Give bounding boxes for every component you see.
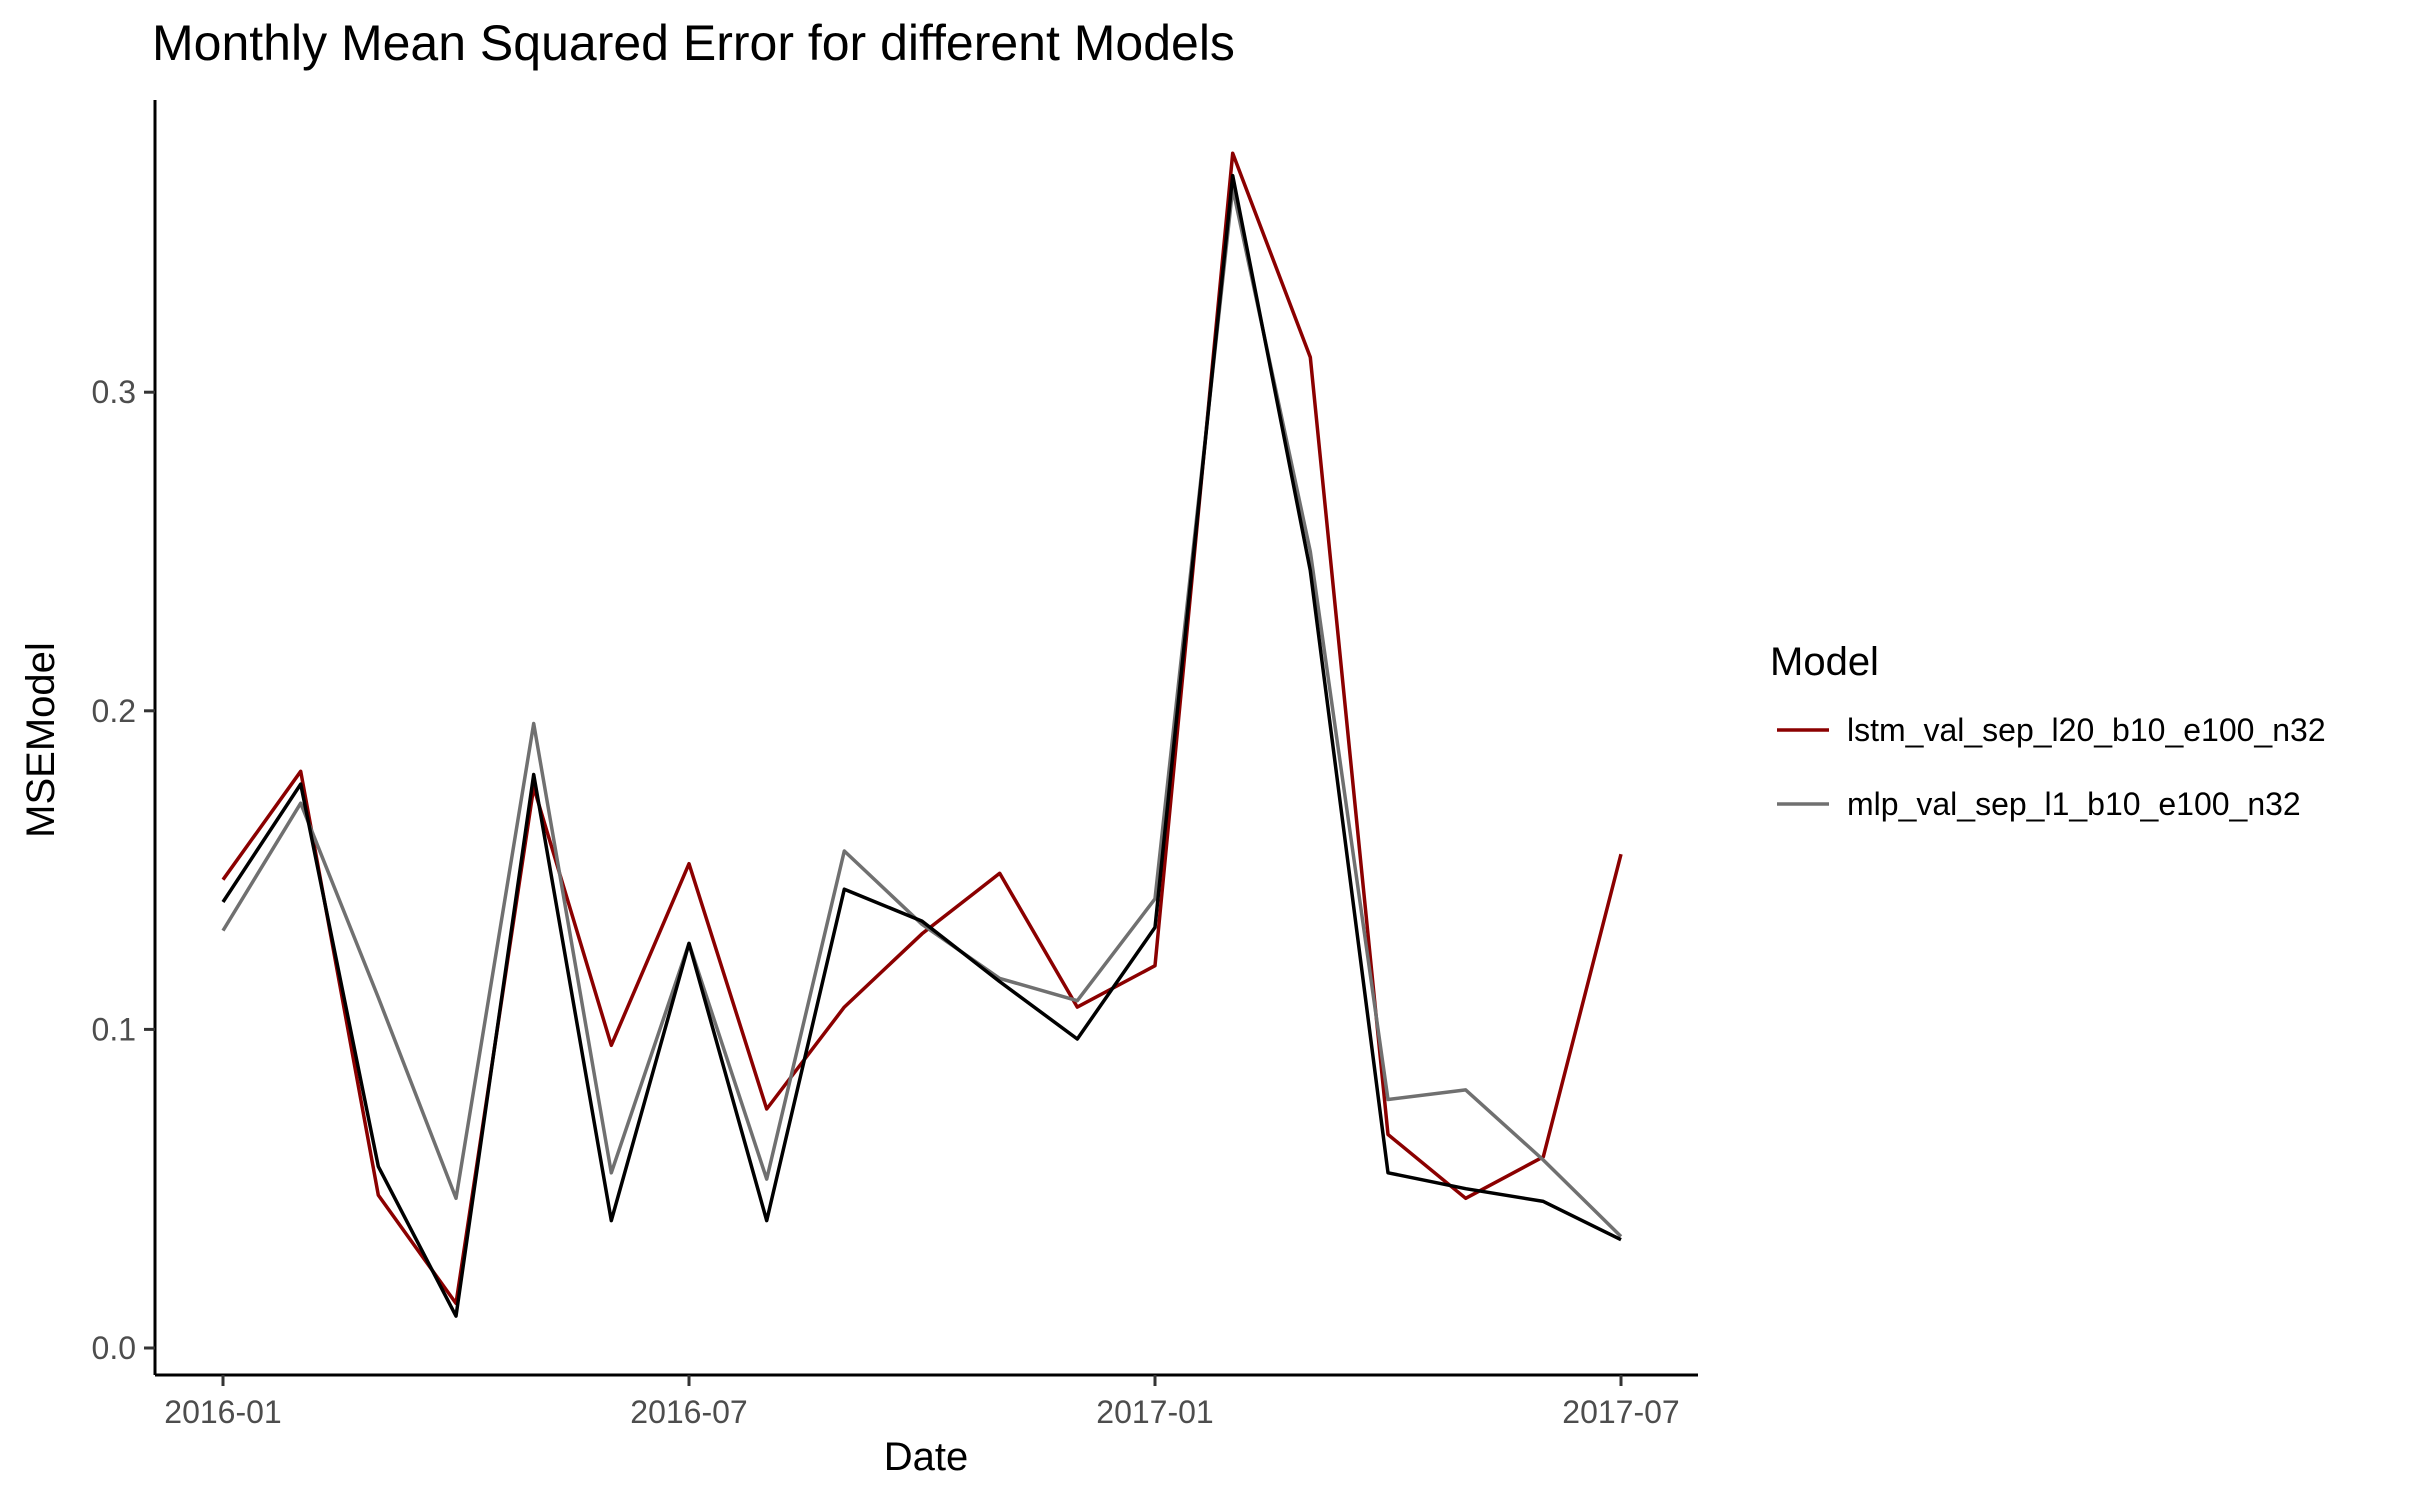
x-tick-label: 2016-01 xyxy=(164,1394,281,1430)
y-tick-label: 0.3 xyxy=(92,374,136,410)
x-ticks: 2016-01 2016-07 2017-01 2017-07 xyxy=(164,1375,1680,1430)
legend: Model lstm_val_sep_l20_b10_e100_n32 mlp_v… xyxy=(1770,640,2326,822)
y-tick-label: 0.1 xyxy=(92,1011,136,1047)
x-axis-title: Date xyxy=(884,1435,969,1479)
series-line-2 xyxy=(221,173,1622,1318)
legend-items: lstm_val_sep_l20_b10_e100_n32 mlp_val_sep… xyxy=(1777,712,2326,822)
y-tick-label: 0.2 xyxy=(92,693,136,729)
series-lines xyxy=(221,151,1623,1318)
legend-label-lstm_val_sep_l20_b10_e100_n32: lstm_val_sep_l20_b10_e100_n32 xyxy=(1847,712,2326,748)
legend-title: Model xyxy=(1770,640,1879,684)
y-tick-label: 0.0 xyxy=(92,1330,136,1366)
y-ticks: 0.0 0.1 0.2 0.3 xyxy=(92,374,155,1366)
series-line-lstm_val_sep_l20_b10_e100_n32 xyxy=(221,151,1623,1306)
legend-label-mlp_val_sep_l1_b10_e100_n32: mlp_val_sep_l1_b10_e100_n32 xyxy=(1847,786,2301,822)
series-line-mlp_val_sep_l1_b10_e100_n32 xyxy=(221,186,1623,1238)
plot-area: 0.0 0.1 0.2 0.3 2016-01 2016-07 2017-01 2017-0… xyxy=(92,100,1698,1430)
x-tick-label: 2016-07 xyxy=(630,1394,747,1430)
chart-title: Monthly Mean Squared Error for different… xyxy=(152,15,1235,71)
x-tick-label: 2017-07 xyxy=(1562,1394,1679,1430)
x-tick-label: 2017-01 xyxy=(1096,1394,1213,1430)
y-axis-title: MSEModel xyxy=(19,642,63,838)
